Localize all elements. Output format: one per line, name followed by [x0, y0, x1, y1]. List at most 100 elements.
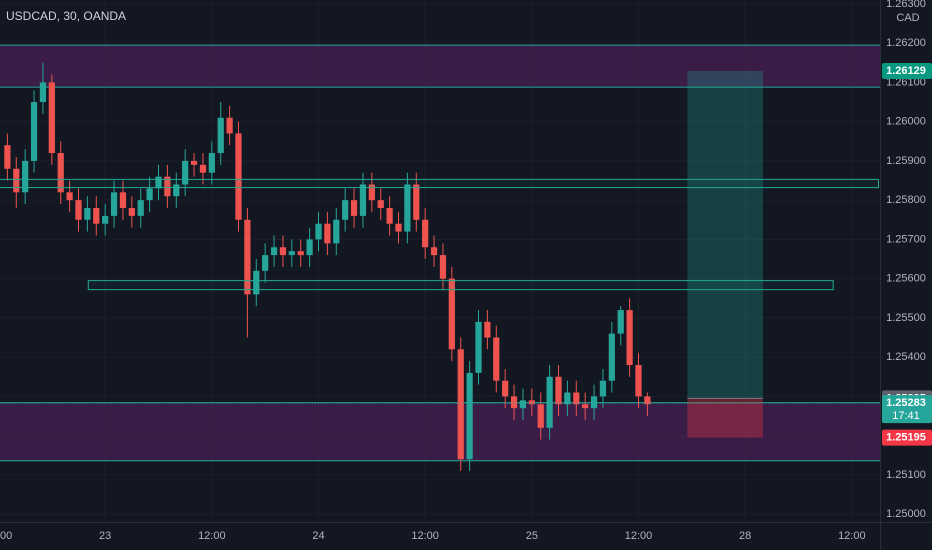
- y-tick-label: 1.25900: [886, 155, 926, 167]
- candle-body: [502, 380, 509, 397]
- candle-body: [119, 192, 127, 209]
- x-tick-label: 12:00: [198, 530, 226, 542]
- level-box: [0, 178, 879, 189]
- x-tick-label: 28: [739, 530, 751, 542]
- candle-body: [608, 333, 615, 381]
- candle-body: [66, 192, 73, 201]
- candle-body: [590, 396, 598, 409]
- candle-body: [519, 400, 527, 409]
- candle-body: [342, 200, 349, 220]
- y-tick-label: 1.25500: [886, 312, 926, 324]
- candle-body: [164, 176, 171, 197]
- x-tick-label: 24: [312, 530, 324, 542]
- chart-title: USDCAD, 30, OANDA: [6, 9, 126, 23]
- candle-body: [226, 117, 233, 134]
- candle-body: [582, 404, 589, 409]
- candle-body: [235, 133, 242, 220]
- x-tick-label: 25: [526, 530, 538, 542]
- candle-body: [599, 380, 607, 397]
- candle-body: [350, 200, 358, 216]
- candle-body: [448, 278, 455, 350]
- price-tag-label: 1.25283: [886, 397, 926, 409]
- candle-body: [386, 208, 393, 224]
- zone: [0, 402, 880, 462]
- x-tick-label: 12:00: [838, 530, 866, 542]
- candle-body: [102, 215, 109, 224]
- candle-body: [395, 223, 402, 232]
- candle-body: [644, 396, 651, 405]
- level-box: [87, 280, 834, 291]
- candle-body: [377, 200, 384, 209]
- candle-body: [359, 184, 367, 216]
- candle-body: [137, 200, 144, 216]
- candle-body: [617, 310, 624, 334]
- price-countdown: 17:41: [892, 410, 920, 422]
- candle-body: [84, 208, 91, 220]
- candle-body: [182, 160, 189, 185]
- y-tick-label: 1.26300: [886, 0, 926, 10]
- candle-body: [439, 255, 447, 279]
- candle-body: [493, 337, 500, 381]
- price-tag: [882, 63, 932, 80]
- price-tag: [882, 429, 932, 446]
- candle-body: [190, 160, 198, 165]
- candle-body: [573, 392, 580, 405]
- candle-body: [4, 145, 11, 169]
- candle-body: [22, 160, 29, 193]
- candle-body: [217, 117, 224, 154]
- candle-body: [30, 102, 38, 161]
- y-tick-label: 1.25800: [886, 194, 926, 206]
- candle-body: [208, 153, 215, 173]
- y-tick-label: 1.25700: [886, 233, 926, 245]
- candle-body: [128, 208, 135, 216]
- candle-body: [368, 184, 375, 201]
- candle-body: [484, 321, 491, 338]
- candle-body: [528, 400, 535, 405]
- candle-body: [262, 255, 269, 271]
- candle-body: [635, 365, 642, 397]
- candle-body: [270, 247, 278, 256]
- candle-body: [510, 396, 518, 409]
- price-tag-label: 1.26129: [886, 65, 926, 77]
- plot-area: [0, 44, 880, 471]
- candle-body: [324, 223, 331, 244]
- x-tick-label: 12:00: [625, 530, 653, 542]
- candle-body: [48, 82, 55, 154]
- candle-body: [315, 223, 322, 240]
- candle-body: [626, 310, 633, 366]
- candle-body: [430, 247, 438, 256]
- candle-body: [93, 208, 100, 224]
- y-tick-label: 1.25400: [886, 351, 926, 363]
- candle-body: [457, 349, 464, 460]
- candle-body: [297, 251, 304, 256]
- currency-label: CAD: [896, 12, 919, 24]
- candle-body: [404, 184, 411, 232]
- x-tick-label: 12:00: [411, 530, 439, 542]
- price-tag-label: 1.25195: [886, 432, 926, 444]
- y-tick-label: 1.25100: [886, 469, 926, 481]
- candle-body: [288, 251, 295, 256]
- candle-body: [564, 392, 571, 405]
- candle-body: [57, 153, 64, 193]
- price-tag: [882, 395, 932, 424]
- candle-body: [422, 219, 429, 248]
- y-tick-label: 1.25600: [886, 273, 926, 285]
- candle-body: [253, 270, 260, 295]
- candle-body: [546, 376, 553, 428]
- candle-body: [13, 168, 20, 193]
- candle-body: [555, 376, 562, 405]
- candle-body: [75, 200, 82, 220]
- candle-body: [155, 176, 162, 189]
- candle-body: [475, 321, 482, 373]
- candle-body: [333, 219, 340, 244]
- candle-body: [466, 372, 473, 460]
- y-tick-label: 1.26100: [886, 76, 926, 88]
- candle-body: [413, 184, 420, 220]
- candle-body: [173, 184, 180, 197]
- x-tick-label: 23: [99, 530, 111, 542]
- position-target: [687, 71, 763, 399]
- candle-body: [146, 188, 153, 201]
- position-stop: [687, 398, 763, 438]
